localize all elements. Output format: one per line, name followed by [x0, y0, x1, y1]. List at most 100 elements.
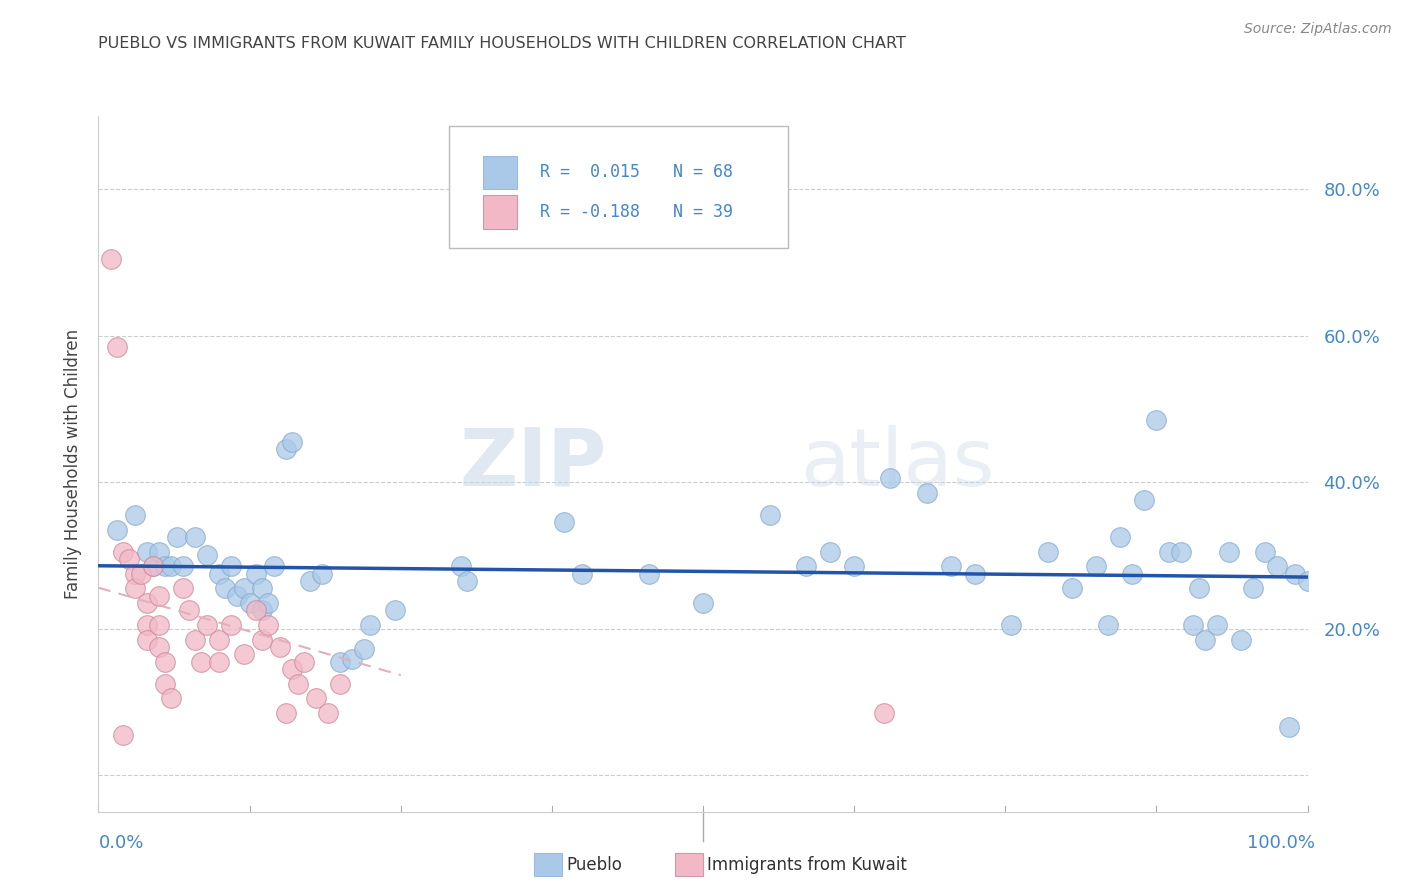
Point: [153, 559, 176, 574]
Text: Pueblo: Pueblo: [567, 856, 623, 874]
Point: [1109, 530, 1132, 544]
Point: [250, 603, 273, 617]
Point: [124, 508, 146, 522]
Point: [879, 471, 901, 485]
Bar: [482, 195, 517, 228]
Point: [208, 655, 231, 669]
Point: [184, 632, 207, 647]
Point: [1121, 566, 1143, 581]
Point: [758, 508, 780, 522]
Point: [274, 442, 297, 457]
Point: [195, 618, 218, 632]
Point: [553, 516, 575, 530]
Text: N = 39: N = 39: [672, 203, 733, 221]
Point: [221, 559, 243, 574]
Point: [1144, 413, 1167, 427]
Point: [166, 530, 188, 544]
Point: [1036, 545, 1059, 559]
Point: [124, 566, 146, 581]
Point: [1133, 493, 1156, 508]
Point: [190, 655, 212, 669]
Text: 100.0%: 100.0%: [1247, 834, 1315, 852]
Text: Source: ZipAtlas.com: Source: ZipAtlas.com: [1244, 22, 1392, 37]
Point: [195, 549, 218, 563]
Point: [1206, 618, 1229, 632]
Point: [1218, 545, 1240, 559]
Point: [311, 566, 333, 581]
Point: [160, 559, 183, 574]
Point: [1265, 559, 1288, 574]
Point: [245, 566, 267, 581]
Point: [342, 652, 364, 666]
Text: ZIP: ZIP: [458, 425, 606, 503]
Point: [148, 545, 170, 559]
Point: [692, 596, 714, 610]
Point: [256, 596, 278, 610]
Y-axis label: Family Households with Children: Family Households with Children: [63, 329, 82, 599]
Text: PUEBLO VS IMMIGRANTS FROM KUWAIT FAMILY HOUSEHOLDS WITH CHILDREN CORRELATION CHA: PUEBLO VS IMMIGRANTS FROM KUWAIT FAMILY …: [98, 36, 907, 51]
Point: [148, 618, 170, 632]
Point: [1060, 582, 1083, 596]
Point: [245, 603, 267, 617]
Point: [384, 603, 406, 617]
Point: [111, 728, 134, 742]
Text: R = -0.188: R = -0.188: [540, 203, 640, 221]
Point: [135, 545, 157, 559]
Point: [316, 706, 339, 720]
Point: [1194, 632, 1216, 647]
Point: [214, 582, 236, 596]
Point: [844, 559, 866, 574]
Text: N = 68: N = 68: [672, 163, 733, 181]
Point: [571, 566, 593, 581]
Point: [105, 523, 128, 537]
Point: [1230, 632, 1253, 647]
Text: Immigrants from Kuwait: Immigrants from Kuwait: [707, 856, 907, 874]
Point: [965, 566, 987, 581]
Point: [208, 566, 231, 581]
Point: [281, 662, 304, 676]
Point: [256, 618, 278, 632]
Point: [269, 640, 291, 654]
Point: [148, 640, 170, 654]
Point: [129, 566, 152, 581]
Point: [450, 559, 472, 574]
Point: [794, 559, 817, 574]
Point: [250, 632, 273, 647]
Point: [135, 618, 157, 632]
Point: [105, 340, 128, 354]
Point: [1241, 582, 1264, 596]
Point: [360, 618, 382, 632]
Point: [232, 647, 254, 661]
Point: [142, 559, 165, 574]
Point: [135, 596, 157, 610]
Point: [111, 545, 134, 559]
Point: [329, 655, 352, 669]
Point: [329, 676, 352, 690]
Point: [353, 642, 375, 657]
Point: [637, 566, 659, 581]
Text: R =  0.015: R = 0.015: [540, 163, 640, 181]
Point: [177, 603, 201, 617]
Point: [263, 559, 285, 574]
Point: [153, 676, 176, 690]
Point: [1085, 559, 1108, 574]
Point: [100, 252, 122, 266]
Point: [274, 706, 297, 720]
Bar: [482, 155, 517, 189]
Point: [118, 552, 141, 566]
FancyBboxPatch shape: [449, 127, 787, 248]
Point: [292, 655, 315, 669]
Point: [915, 486, 938, 500]
Point: [148, 589, 170, 603]
Point: [160, 691, 183, 706]
Point: [1157, 545, 1180, 559]
Point: [1296, 574, 1319, 588]
Point: [184, 530, 207, 544]
Point: [281, 434, 304, 449]
Point: [153, 655, 176, 669]
Point: [1000, 618, 1022, 632]
Point: [305, 691, 328, 706]
Point: [172, 559, 194, 574]
Point: [456, 574, 478, 588]
Point: [287, 676, 309, 690]
